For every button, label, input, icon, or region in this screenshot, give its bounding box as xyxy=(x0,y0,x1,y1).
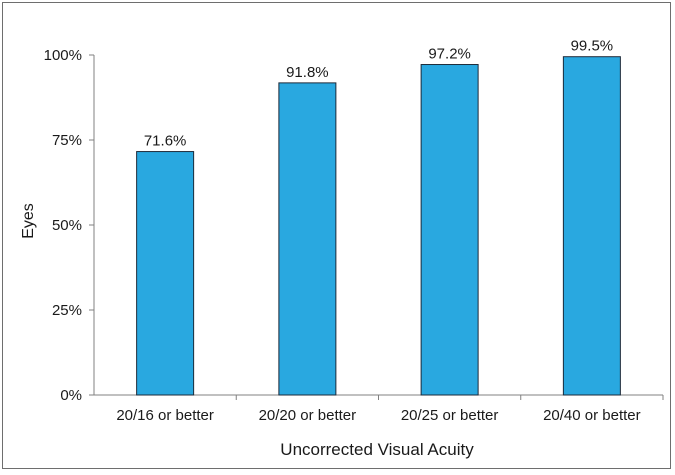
x-tick-label: 20/25 or better xyxy=(401,407,499,424)
chart-bars xyxy=(136,56,621,396)
data-label: 91.8% xyxy=(286,64,329,81)
data-label: 97.2% xyxy=(428,46,471,63)
x-axis-title: Uncorrected Visual Acuity xyxy=(280,440,474,459)
x-tick-label: 20/20 or better xyxy=(259,407,357,424)
y-tick-label: 0% xyxy=(60,387,82,404)
x-tick-label: 20/16 or better xyxy=(116,407,214,424)
y-tick-label: 100% xyxy=(44,47,82,64)
bar-chart: 0% 25% 50% 75% 100% 20/16 or better 71.6% 20/2… xyxy=(20,38,664,459)
bar xyxy=(136,151,195,396)
y-tick-label: 75% xyxy=(52,132,82,149)
y-tick-label: 25% xyxy=(52,302,82,319)
data-label: 71.6% xyxy=(144,133,187,150)
data-label: 99.5% xyxy=(571,38,614,55)
chart-labels: 20/16 or better 71.6% 20/20 or better 91.8%… xyxy=(116,38,640,424)
x-tick-label: 20/40 or better xyxy=(543,407,641,424)
y-tick-label: 50% xyxy=(52,217,82,234)
bar xyxy=(420,64,479,396)
chart-frame: 0% 25% 50% 75% 100% 20/16 or better 71.6% 20/2… xyxy=(2,2,671,469)
bar xyxy=(562,56,621,396)
bar xyxy=(278,82,337,396)
y-axis-title: Eyes xyxy=(20,203,37,239)
